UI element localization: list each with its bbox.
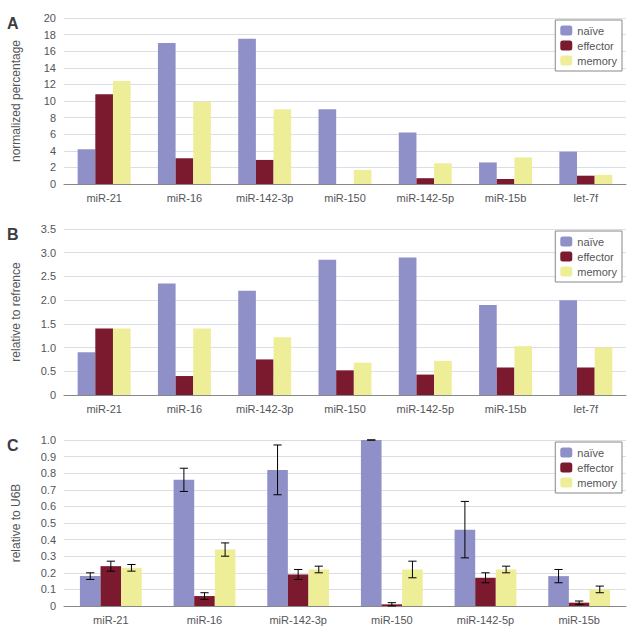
svg-text:0.5: 0.5 — [41, 365, 56, 377]
svg-text:effector: effector — [577, 251, 614, 263]
svg-text:0: 0 — [50, 600, 56, 612]
svg-text:2.0: 2.0 — [41, 294, 56, 306]
svg-text:16: 16 — [44, 45, 56, 57]
svg-text:14: 14 — [44, 62, 56, 74]
svg-text:effector: effector — [577, 40, 614, 52]
svg-text:miR-142-5p: miR-142-5p — [397, 403, 454, 415]
svg-text:6: 6 — [50, 128, 56, 140]
svg-text:0.8: 0.8 — [41, 467, 56, 479]
svg-text:0.3: 0.3 — [41, 550, 56, 562]
svg-text:miR-16: miR-16 — [187, 614, 222, 626]
svg-text:3.5: 3.5 — [41, 223, 56, 235]
svg-text:memory: memory — [577, 477, 617, 489]
svg-text:miR-142-3p: miR-142-3p — [269, 614, 326, 626]
svg-text:miR-142-3p: miR-142-3p — [236, 192, 293, 204]
svg-text:10: 10 — [44, 95, 56, 107]
svg-text:effector: effector — [577, 462, 614, 474]
svg-text:miR-15b: miR-15b — [558, 614, 600, 626]
svg-text:0: 0 — [50, 389, 56, 401]
svg-text:memory: memory — [577, 55, 617, 67]
svg-text:miR-21: miR-21 — [93, 614, 128, 626]
svg-text:miR-15b: miR-15b — [485, 192, 527, 204]
svg-text:0: 0 — [50, 178, 56, 190]
svg-text:18: 18 — [44, 29, 56, 41]
svg-text:miR-142-5p: miR-142-5p — [457, 614, 514, 626]
svg-text:miR-16: miR-16 — [167, 192, 202, 204]
svg-text:12: 12 — [44, 78, 56, 90]
svg-text:miR-142-3p: miR-142-3p — [236, 403, 293, 415]
svg-text:0.6: 0.6 — [41, 500, 56, 512]
svg-text:naïve: naïve — [577, 25, 604, 37]
svg-text:miR-150: miR-150 — [371, 614, 413, 626]
svg-text:0.5: 0.5 — [41, 517, 56, 529]
svg-text:0.1: 0.1 — [41, 583, 56, 595]
svg-text:2.5: 2.5 — [41, 270, 56, 282]
svg-text:relative to refrence: relative to refrence — [9, 262, 23, 362]
svg-text:0.4: 0.4 — [41, 534, 56, 546]
svg-text:0.9: 0.9 — [41, 451, 56, 463]
svg-text:3.0: 3.0 — [41, 247, 56, 259]
svg-text:C: C — [7, 437, 19, 454]
svg-text:2: 2 — [50, 161, 56, 173]
svg-text:A: A — [7, 15, 19, 32]
svg-text:B: B — [7, 226, 19, 243]
svg-text:1.0: 1.0 — [41, 434, 56, 446]
svg-text:naïve: naïve — [577, 236, 604, 248]
svg-text:miR-16: miR-16 — [167, 403, 202, 415]
svg-text:naïve: naïve — [577, 447, 604, 459]
svg-text:20: 20 — [44, 12, 56, 24]
svg-text:relative to U6B: relative to U6B — [9, 484, 23, 563]
svg-text:1.0: 1.0 — [41, 342, 56, 354]
svg-text:miR-142-5p: miR-142-5p — [397, 192, 454, 204]
svg-text:miR-150: miR-150 — [324, 192, 366, 204]
svg-text:let-7f: let-7f — [574, 403, 599, 415]
svg-text:8: 8 — [50, 112, 56, 124]
svg-text:miR-21: miR-21 — [86, 192, 121, 204]
svg-text:0.7: 0.7 — [41, 484, 56, 496]
svg-text:miR-15b: miR-15b — [485, 403, 527, 415]
svg-text:0.2: 0.2 — [41, 567, 56, 579]
svg-text:miR-21: miR-21 — [86, 403, 121, 415]
svg-text:miR-150: miR-150 — [324, 403, 366, 415]
svg-text:memory: memory — [577, 266, 617, 278]
svg-text:1.5: 1.5 — [41, 318, 56, 330]
svg-text:let-7f: let-7f — [574, 192, 599, 204]
svg-text:normalized percentage: normalized percentage — [9, 40, 23, 162]
svg-text:4: 4 — [50, 145, 56, 157]
